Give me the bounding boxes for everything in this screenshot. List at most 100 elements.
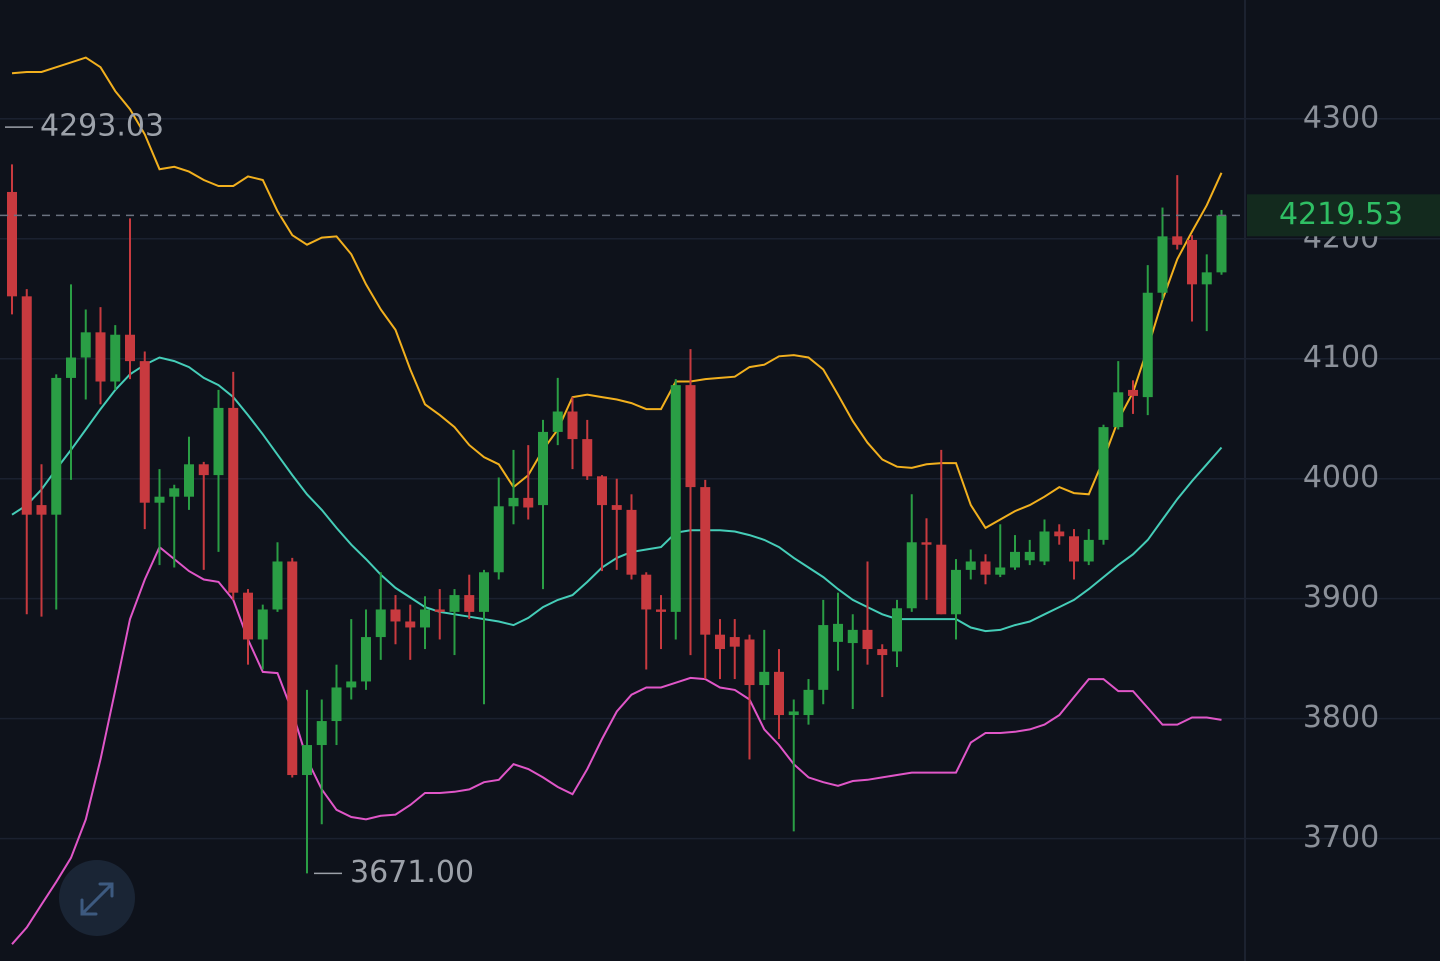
candle-body bbox=[833, 623, 843, 642]
candle-body bbox=[361, 637, 371, 682]
candle-body bbox=[788, 711, 799, 716]
candle-body bbox=[7, 191, 17, 297]
candle-body bbox=[110, 334, 121, 382]
candle-body bbox=[538, 431, 548, 506]
candle-body bbox=[434, 609, 445, 612]
candle-body bbox=[847, 629, 858, 644]
low-label: 3671.00 bbox=[350, 855, 474, 890]
high-label: 4293.03 bbox=[40, 109, 164, 144]
candle-body bbox=[597, 476, 607, 506]
candle-body bbox=[51, 377, 62, 515]
candle-body bbox=[1201, 272, 1212, 285]
candle-body bbox=[1069, 536, 1079, 562]
candle-body bbox=[420, 609, 430, 628]
candle-body bbox=[818, 625, 829, 690]
price-tag bbox=[1247, 194, 1440, 237]
candle-body bbox=[862, 629, 873, 650]
y-tick-label: 3800 bbox=[1303, 700, 1379, 735]
candle-body bbox=[936, 544, 947, 615]
expand-icon[interactable] bbox=[80, 882, 114, 916]
candle-body bbox=[877, 649, 888, 656]
candle-body bbox=[552, 411, 563, 432]
candles bbox=[7, 164, 1227, 874]
candle-body bbox=[508, 497, 519, 507]
candle-body bbox=[700, 487, 711, 635]
candle-body bbox=[582, 439, 593, 477]
candle-body bbox=[921, 542, 932, 545]
candle-body bbox=[405, 621, 416, 628]
candle-body bbox=[1098, 427, 1109, 540]
candle-body bbox=[1157, 236, 1168, 293]
candle-body bbox=[774, 671, 784, 716]
candle-body bbox=[198, 464, 209, 476]
candle-body bbox=[641, 574, 652, 610]
candle-body bbox=[479, 572, 489, 612]
candle-body bbox=[213, 407, 224, 476]
overlay: 4219.53 4293.03 3671.00 bbox=[0, 109, 1440, 890]
candle-body bbox=[656, 609, 666, 612]
candle-body bbox=[626, 509, 637, 575]
candle-body bbox=[1128, 389, 1138, 396]
candle-body bbox=[1216, 215, 1227, 273]
candle-body bbox=[670, 385, 681, 612]
candle-body bbox=[1083, 539, 1094, 562]
band-line bbox=[11, 56, 1223, 530]
candle-body bbox=[951, 569, 961, 615]
candle-body bbox=[567, 411, 578, 440]
candle-body bbox=[1113, 392, 1124, 428]
candle-body bbox=[449, 595, 460, 612]
candle-body bbox=[803, 689, 814, 716]
candle-body bbox=[169, 488, 180, 497]
candle-body bbox=[154, 496, 165, 503]
candle-body bbox=[375, 609, 386, 638]
candle-body bbox=[21, 296, 32, 515]
candle-body bbox=[685, 385, 696, 488]
candle-body bbox=[906, 542, 917, 609]
candle-body bbox=[331, 687, 342, 722]
candle-body bbox=[36, 505, 47, 515]
y-tick-label: 4000 bbox=[1303, 460, 1379, 495]
candle-body bbox=[287, 561, 298, 776]
candle-body bbox=[759, 671, 770, 686]
candle-body bbox=[892, 608, 902, 652]
candle-body bbox=[272, 561, 283, 610]
candle-body bbox=[316, 721, 327, 746]
candle-body bbox=[184, 464, 194, 497]
candle-body bbox=[1010, 551, 1020, 568]
candle-body bbox=[1187, 239, 1197, 285]
candle-body bbox=[1142, 292, 1153, 398]
candle-body bbox=[80, 332, 91, 358]
candle-body bbox=[715, 634, 725, 650]
candle-body bbox=[965, 561, 976, 570]
candle-body bbox=[1024, 551, 1035, 561]
candle-body bbox=[95, 332, 106, 382]
candle-body bbox=[611, 505, 622, 510]
candle-body bbox=[493, 506, 504, 573]
candle-body bbox=[744, 639, 755, 686]
candle-body bbox=[66, 357, 76, 378]
candle-body bbox=[346, 681, 357, 688]
expand-button[interactable] bbox=[59, 860, 135, 936]
candle-body bbox=[228, 407, 239, 593]
candle-body bbox=[995, 567, 1006, 575]
candle-body bbox=[243, 592, 253, 640]
candle-body bbox=[1039, 531, 1050, 562]
candle-body bbox=[1054, 531, 1065, 537]
candle-body bbox=[729, 637, 740, 647]
candle-body bbox=[464, 595, 475, 612]
y-tick-label: 3700 bbox=[1303, 820, 1379, 855]
y-tick-label: 4100 bbox=[1303, 340, 1379, 375]
price-tag-label: 4219.53 bbox=[1279, 197, 1403, 232]
candle-body bbox=[257, 609, 268, 640]
y-tick-label: 4300 bbox=[1303, 100, 1379, 135]
candle-body bbox=[523, 497, 534, 508]
band-line bbox=[11, 545, 1222, 945]
candle-body bbox=[125, 334, 135, 362]
candle-body bbox=[302, 745, 312, 776]
y-tick-label: 3900 bbox=[1303, 580, 1379, 615]
candle-body bbox=[139, 361, 150, 503]
